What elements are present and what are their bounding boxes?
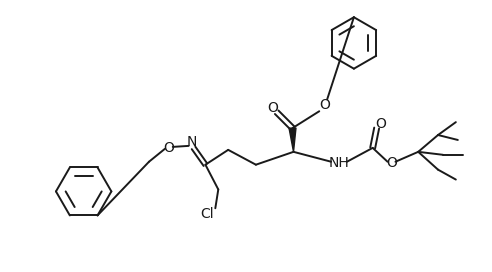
Text: O: O <box>267 101 278 115</box>
Text: N: N <box>186 135 197 149</box>
Polygon shape <box>289 128 296 152</box>
Text: O: O <box>375 117 386 131</box>
Text: O: O <box>386 156 397 170</box>
Text: NH: NH <box>329 156 349 170</box>
Text: O: O <box>319 98 330 112</box>
Text: Cl: Cl <box>201 207 214 221</box>
Text: O: O <box>163 141 174 155</box>
